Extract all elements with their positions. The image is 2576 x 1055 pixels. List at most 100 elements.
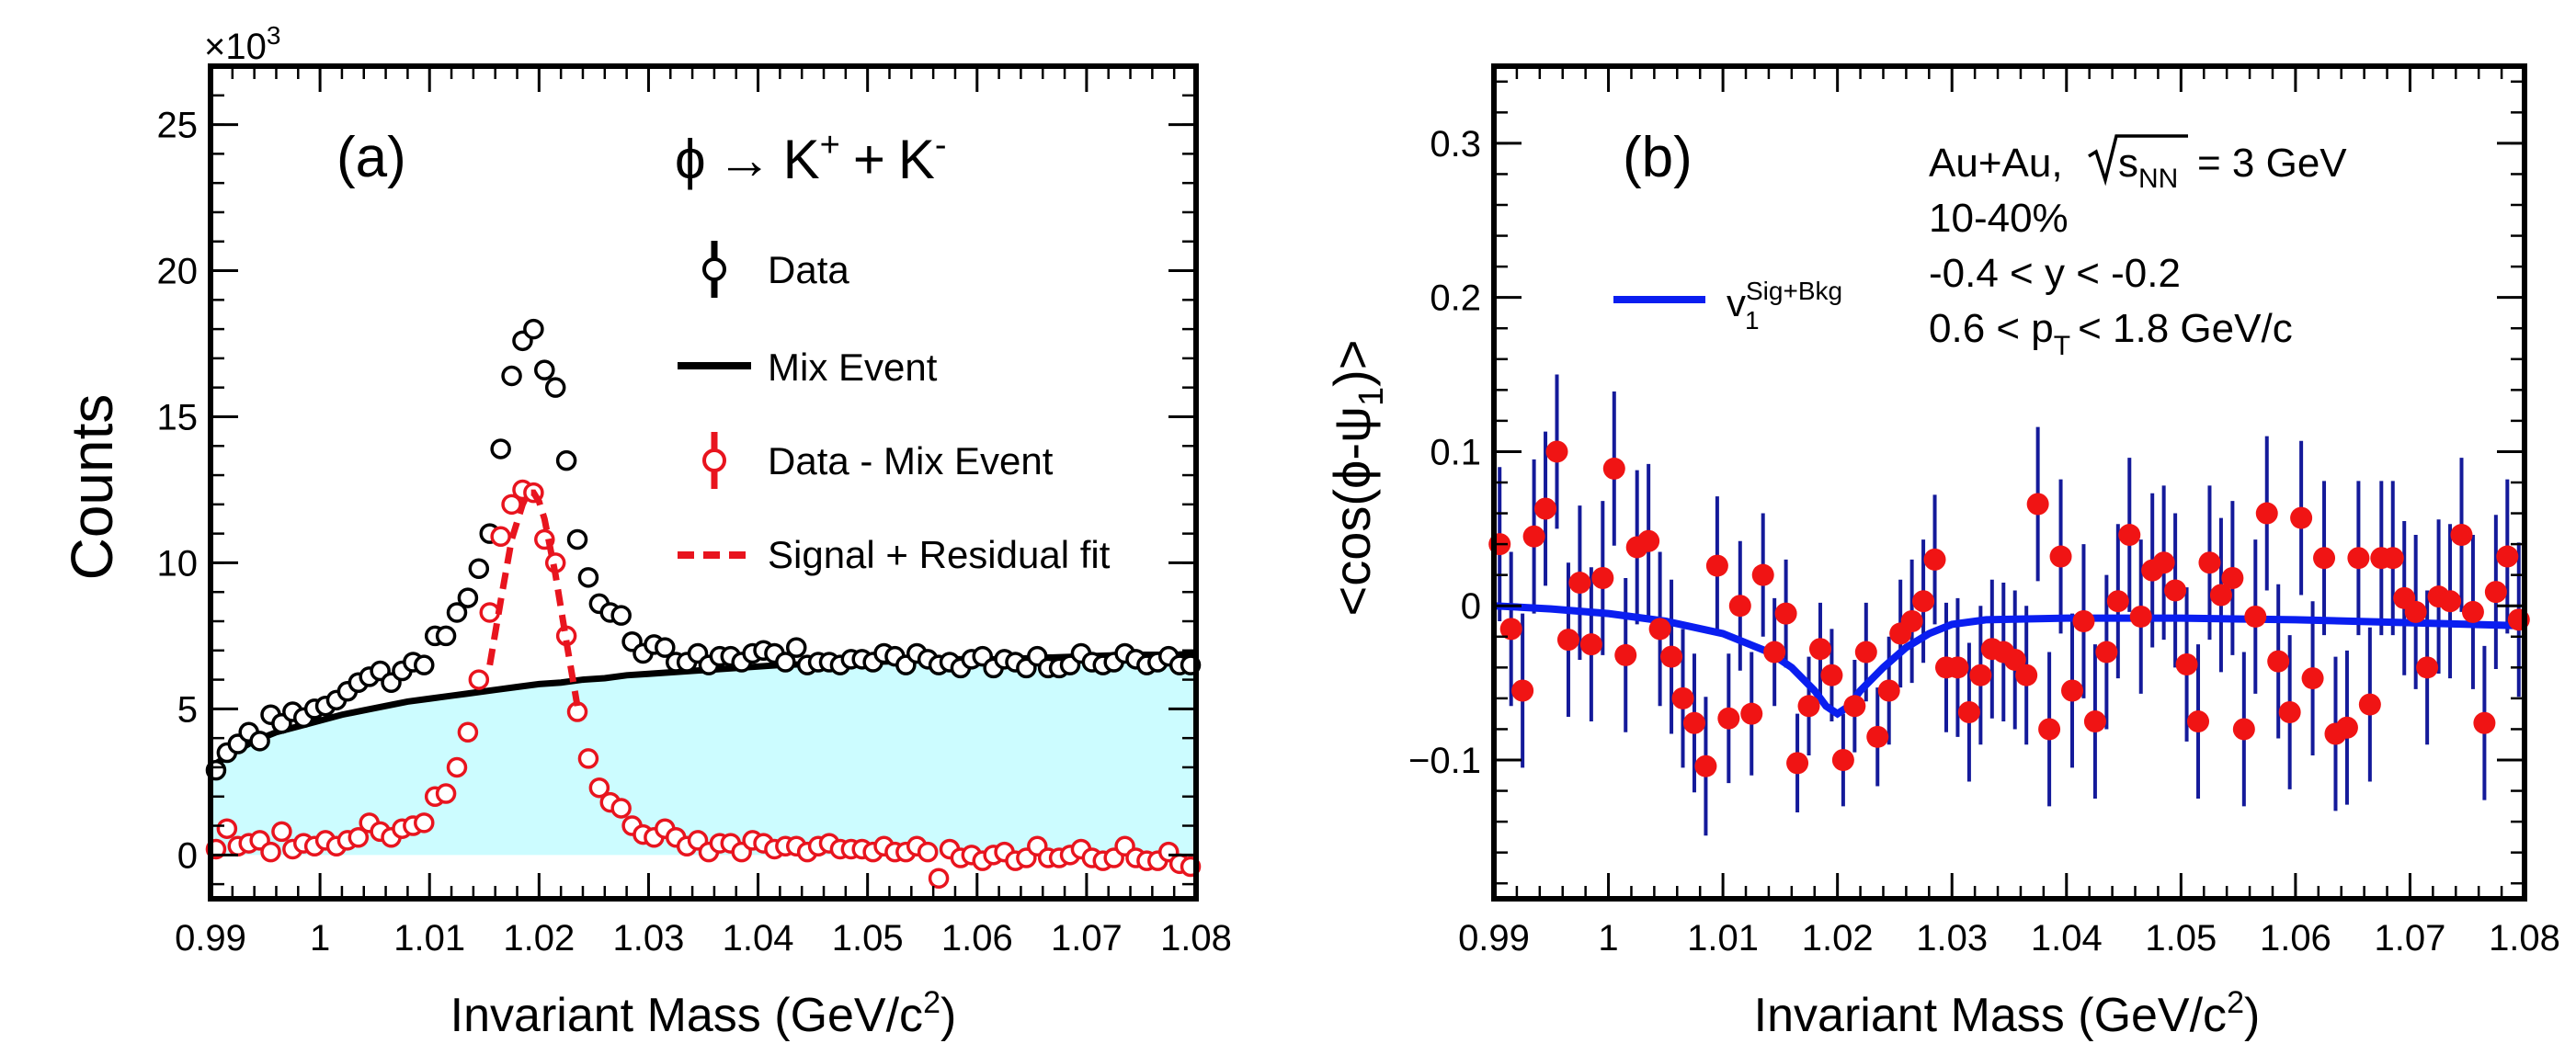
y-tick-label: 25 — [157, 106, 199, 146]
data-point — [2209, 584, 2232, 607]
data-point — [2347, 547, 2370, 570]
data-point — [414, 654, 435, 675]
data-point — [457, 587, 479, 608]
data-point — [2015, 664, 2038, 686]
data-point — [2152, 551, 2175, 574]
sqrt-sign — [2088, 134, 2188, 187]
annotation-line-3: -0.4 < y < -0.2 — [1929, 251, 2181, 296]
data-point — [2450, 524, 2473, 547]
data-point — [2129, 605, 2152, 628]
data-point — [1660, 645, 1683, 668]
data-point — [2381, 547, 2404, 570]
panel-b-label: (b) — [1623, 126, 1693, 189]
data-minus-mix-point — [490, 526, 511, 548]
x-tick-label: 1.08 — [1160, 918, 1232, 959]
x-tick-label: 1.02 — [503, 918, 575, 959]
x-tick-label: 1.04 — [2031, 918, 2103, 959]
panel-a-y-ticks: 0 5 10 15 20 25 — [157, 94, 1196, 886]
data-point — [2061, 679, 2084, 702]
annotation-line-2: 10-40% — [1929, 196, 2069, 241]
data-point — [2049, 545, 2072, 568]
data-point — [2175, 652, 2198, 675]
data-minus-mix-point — [216, 818, 238, 839]
data-point — [523, 318, 544, 340]
data-point — [1831, 749, 1854, 771]
data-point — [2290, 506, 2313, 529]
data-point — [1843, 695, 1866, 718]
data-point — [1591, 567, 1614, 590]
data-point — [2164, 579, 2187, 602]
data-minus-mix-point — [414, 812, 435, 834]
panel-a-frame — [208, 63, 1199, 902]
data-point — [544, 377, 566, 398]
legend-label-data: Data — [768, 248, 849, 291]
panel-a-legend: Data Mix Event Data - Mix Event Signal +… — [678, 241, 1111, 576]
panel-b-annotation: Au+Au, sNN = 3 GeV 10-40% -0.4 < y < -0.… — [1929, 134, 2347, 361]
legend-label-v1-sub: 1 — [1745, 306, 1760, 335]
data-point — [2496, 545, 2519, 568]
data-point — [655, 637, 676, 658]
y-tick-label: −0.1 — [1408, 741, 1481, 781]
x-tick-label: 0.99 — [1458, 918, 1530, 959]
data-point — [1808, 638, 1831, 661]
y-multiplier: ×103 — [204, 21, 280, 67]
data-point — [1866, 725, 1889, 748]
x-tick-label: 1.04 — [723, 918, 794, 959]
data-point — [435, 625, 457, 647]
data-point — [2232, 718, 2255, 741]
data-minus-mix-point — [457, 721, 479, 743]
data-point — [1705, 554, 1728, 577]
data-point — [1511, 679, 1534, 702]
legend-entry-mix-event: Mix Event — [678, 346, 938, 389]
data-point — [1614, 643, 1637, 666]
data-point — [2358, 693, 2381, 716]
data-point — [1774, 602, 1797, 625]
panel-a-label: (a) — [336, 126, 406, 189]
legend-label-mix-event: Mix Event — [768, 346, 938, 389]
data-point — [1671, 686, 1694, 709]
x-tick-label: 1.03 — [613, 918, 685, 959]
panel-b-data-points — [1488, 440, 2530, 777]
data-point — [534, 359, 555, 380]
legend-entry-data-minus-mix: Data - Mix Event — [702, 432, 1054, 489]
annotation-line-4: 0.6 < pT < 1.8 GeV/c — [1929, 306, 2293, 361]
data-point — [2439, 590, 2462, 613]
data-point — [2461, 600, 2484, 623]
data-point — [2473, 711, 2496, 734]
data-point — [1763, 641, 1786, 664]
data-point — [1957, 700, 1980, 723]
panel-b: 0.99 1 1.01 1.02 1.03 1.04 1.05 1.06 1.07 1.08 −0… — [1323, 63, 2560, 1042]
data-minus-mix-point — [468, 669, 490, 690]
data-minus-mix-points-red — [205, 479, 1202, 889]
data-point — [490, 438, 511, 459]
reaction-label: ϕ → K+ + K- — [675, 126, 947, 190]
y-tick-label: 15 — [157, 397, 199, 437]
data-point — [1556, 629, 1579, 652]
x-tick-label: 1 — [1598, 918, 1618, 959]
data-point — [2118, 524, 2141, 547]
panel-b-x-ticks: 0.99 1 1.01 1.02 1.03 1.04 1.05 1.06 1.07 1.08 — [1458, 66, 2560, 959]
data-point — [610, 605, 632, 626]
y-tick-label: 5 — [177, 689, 198, 730]
data-point — [1579, 633, 1602, 656]
mix-event-fill-area — [211, 652, 1196, 856]
data-minus-mix-point — [588, 777, 610, 799]
panel-b-error-bars — [1498, 374, 2521, 836]
data-point — [1923, 548, 1946, 571]
x-tick-label: 1.02 — [1802, 918, 1874, 959]
data-point — [249, 731, 270, 752]
data-point — [2404, 600, 2427, 623]
x-tick-label: 1.07 — [2375, 918, 2446, 959]
x-tick-label: 1.07 — [1051, 918, 1123, 959]
data-point — [468, 558, 490, 580]
panel-a-xlabel: Invariant Mass (GeV/c2) — [450, 985, 957, 1042]
data-point — [2106, 590, 2129, 613]
x-tick-label: 1.08 — [2489, 918, 2560, 959]
data-point — [2003, 648, 2026, 671]
y-tick-label: 0 — [177, 835, 198, 876]
signal-fit-path — [486, 489, 581, 707]
data-point — [1946, 656, 1969, 679]
annotation-line-1: Au+Au, — [1929, 141, 2063, 186]
annotation-root-s: sNN — [2118, 141, 2178, 194]
